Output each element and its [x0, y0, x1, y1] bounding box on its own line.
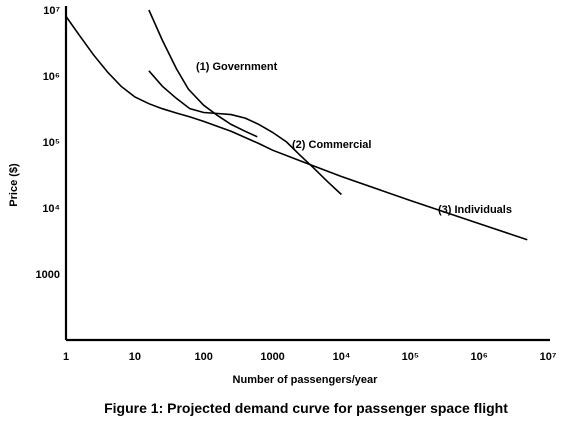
commercial-label: (2) Commercial — [292, 139, 371, 151]
series-labels: (1) Government (2) Commercial (3) Individu… — [196, 61, 512, 216]
figure-caption: Figure 1: Projected demand curve for pas… — [104, 400, 508, 416]
x-tick-label: 10⁶ — [470, 351, 487, 363]
x-tick-label: 10⁵ — [402, 351, 419, 363]
x-tick-label: 10 — [129, 351, 141, 363]
chart-curves — [65, 9, 528, 241]
individuals-label: (3) Individuals — [438, 204, 512, 216]
y-axis-label: Price ($) — [8, 163, 20, 207]
chart-axes — [64, 6, 550, 342]
y-tick-label: 10⁶ — [43, 71, 60, 83]
commercial-curve — [148, 70, 342, 196]
y-tick-label: 1000 — [36, 269, 60, 281]
x-tick-label: 1000 — [260, 351, 284, 363]
x-tick-label: 1 — [63, 351, 69, 363]
y-tick-label: 10⁷ — [43, 5, 60, 17]
y-tick-label: 10⁴ — [42, 203, 60, 215]
x-axis-label: Number of passengers/year — [233, 374, 379, 386]
individuals-curve — [65, 15, 528, 241]
government-label: (1) Government — [196, 61, 278, 73]
y-tick-label: 10⁵ — [43, 137, 60, 149]
government-curve — [148, 9, 258, 138]
x-tick-labels: 1 10 100 1000 10⁴ 10⁵ 10⁶ 10⁷ — [63, 351, 557, 363]
x-tick-label: 100 — [195, 351, 213, 363]
x-tick-label: 10⁴ — [333, 351, 351, 363]
x-tick-label: 10⁷ — [540, 351, 557, 363]
y-tick-labels: 1000 10⁴ 10⁵ 10⁶ 10⁷ — [36, 5, 61, 281]
